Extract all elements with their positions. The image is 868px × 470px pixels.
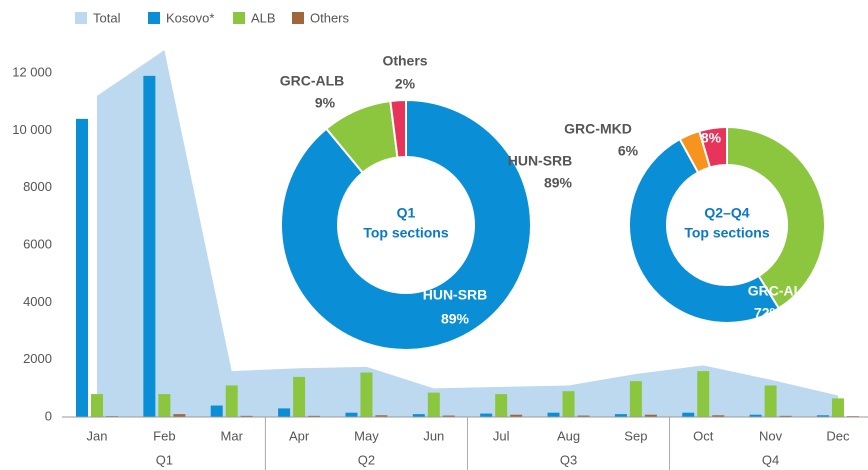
- slice-label: Others: [382, 53, 427, 69]
- slice-label: GRC-MKD: [564, 121, 632, 137]
- legend-label: Others: [310, 10, 350, 25]
- bar: [547, 412, 560, 417]
- slice-value-label: 89%: [441, 311, 470, 327]
- y-tick-label: 10 000: [12, 122, 52, 137]
- slice-value-label: 2%: [395, 76, 416, 92]
- bar: [225, 385, 238, 417]
- bar: [143, 75, 156, 417]
- x-tick-label: Jun: [423, 428, 444, 443]
- slice-label: HUN-SRB: [508, 153, 573, 169]
- pie-title: Q1: [397, 205, 416, 221]
- group-label: Q4: [762, 452, 779, 467]
- bar: [427, 392, 440, 417]
- pie-subtitle: Top sections: [363, 225, 449, 241]
- slice-value-label: 72%: [754, 305, 783, 321]
- bar: [629, 381, 642, 417]
- bar: [495, 394, 508, 417]
- x-tick-label: Oct: [693, 428, 714, 443]
- legend-label: Kosovo*: [166, 10, 214, 25]
- bar: [345, 412, 358, 417]
- bar: [293, 376, 306, 417]
- slice-label: GRC-ALB: [748, 283, 813, 299]
- group-label: Q1: [156, 452, 173, 467]
- y-tick-label: 8000: [23, 179, 52, 194]
- bar: [375, 415, 388, 417]
- pie-slice: [628, 137, 781, 324]
- bar: [831, 398, 844, 417]
- bar: [480, 413, 493, 417]
- x-tick-label: May: [354, 428, 379, 443]
- bar: [779, 415, 792, 417]
- bar: [749, 414, 762, 417]
- legend-label: ALB: [251, 10, 276, 25]
- y-tick-label: 12 000: [12, 64, 52, 79]
- y-tick-label: 6000: [23, 236, 52, 251]
- bar: [682, 412, 695, 417]
- bar: [278, 408, 291, 417]
- slice-value-label: 6%: [618, 143, 639, 159]
- x-tick-label: Aug: [557, 428, 580, 443]
- bar: [510, 414, 523, 417]
- slice-label: GRC-ALB: [280, 73, 345, 89]
- pie-slice: [280, 98, 532, 351]
- x-tick-label: Mar: [221, 428, 244, 443]
- slice-label: HUN-SRB: [423, 287, 488, 303]
- slice-value-label: 9%: [315, 95, 336, 111]
- bar: [764, 385, 777, 417]
- x-tick-label: Feb: [153, 428, 175, 443]
- group-label: Q3: [560, 452, 577, 467]
- x-tick-label: Jan: [87, 428, 108, 443]
- bar: [697, 371, 710, 417]
- bar: [210, 405, 223, 417]
- bar: [308, 415, 321, 417]
- legend-swatch: [148, 12, 160, 24]
- y-tick-label: 2000: [23, 351, 52, 366]
- bar: [442, 415, 455, 417]
- slice-value-label: 8%: [701, 130, 722, 146]
- bar: [562, 391, 575, 417]
- legend-swatch: [233, 12, 245, 24]
- x-tick-label: Apr: [289, 428, 310, 443]
- x-tick-label: Nov: [759, 428, 783, 443]
- x-tick-label: Dec: [826, 428, 850, 443]
- bar: [577, 415, 590, 417]
- group-label: Q2: [358, 452, 375, 467]
- bar: [412, 414, 425, 417]
- pie-slice: [389, 98, 407, 159]
- bar: [712, 415, 725, 417]
- y-tick-label: 4000: [23, 294, 52, 309]
- pie-slice: [697, 125, 728, 169]
- slice-label: Others: [676, 109, 721, 125]
- bar: [816, 415, 829, 417]
- bar: [644, 414, 657, 417]
- bar: [158, 394, 171, 417]
- x-tick-label: Jul: [493, 428, 510, 443]
- pie-subtitle: Top sections: [684, 225, 770, 241]
- bar: [360, 372, 373, 417]
- bar: [240, 415, 253, 417]
- legend-swatch: [292, 12, 304, 24]
- slice-value-label: 89%: [544, 175, 573, 191]
- bar: [76, 118, 88, 417]
- x-tick-label: Sep: [624, 428, 647, 443]
- bar: [91, 394, 103, 417]
- area: [97, 50, 838, 418]
- legend-swatch: [75, 12, 87, 24]
- y-tick-label: 0: [45, 408, 52, 423]
- legend-label: Total: [93, 10, 121, 25]
- bar: [614, 414, 627, 417]
- bar: [173, 414, 186, 417]
- pie-slice: [726, 125, 826, 310]
- pie-title: Q2–Q4: [704, 205, 749, 221]
